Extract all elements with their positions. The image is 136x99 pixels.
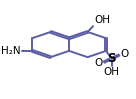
Text: O: O [94,58,103,68]
Text: OH: OH [94,15,110,25]
Text: S: S [107,52,116,65]
Text: OH: OH [103,67,120,77]
Text: O: O [121,49,129,59]
Text: H₂N: H₂N [1,46,21,56]
